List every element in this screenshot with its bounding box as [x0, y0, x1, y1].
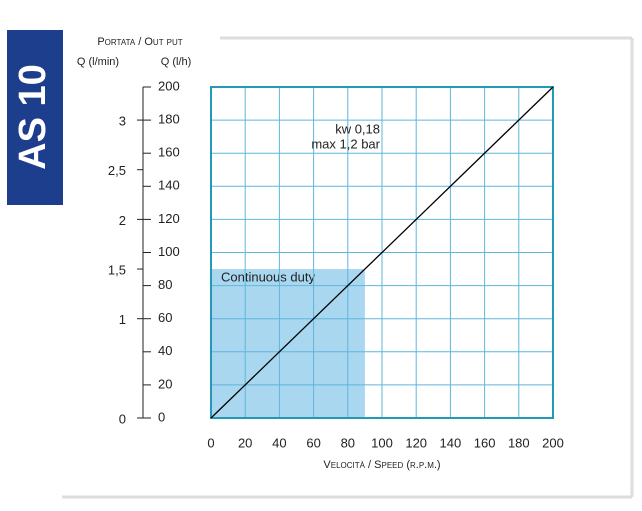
y-tick-label: 0 [158, 409, 165, 424]
x-tick-label: 40 [272, 435, 286, 450]
x-tick-label: 180 [508, 435, 530, 450]
badge-box [7, 30, 63, 205]
badge: AS 10 [12, 64, 54, 170]
line [210, 86, 554, 419]
y-tick-label: 60 [158, 310, 172, 325]
y2-tick-label: 1 [119, 312, 126, 327]
x-tick-label: 80 [341, 435, 355, 450]
y2-tick-label: 2,5 [108, 163, 126, 178]
y-tick-label: 140 [158, 178, 180, 193]
y-tick-label: 40 [158, 343, 172, 358]
y-axis-label: Q (l/h) [161, 56, 192, 68]
x-tick-label: 20 [238, 435, 252, 450]
annotation: kw 0,18 [335, 121, 380, 136]
x-tick-label: 200 [542, 435, 564, 450]
y-tick-label: 160 [158, 145, 180, 160]
y2-axis-label: Q (l/min) [77, 56, 119, 68]
y2-tick-label: 3 [119, 114, 126, 129]
x-tick-label: 0 [207, 435, 214, 450]
x-tick-label: 140 [440, 435, 462, 450]
x-axis-label: Velocità / Speed (r.p.m.) [323, 459, 440, 471]
y2-tick-label: 1,5 [108, 262, 126, 277]
plot-border [210, 86, 554, 419]
y2-tick-label: 0 [119, 411, 126, 426]
x-tick-label: 160 [474, 435, 496, 450]
y-tick-label: 20 [158, 376, 172, 391]
x-tick-label: 100 [371, 435, 393, 450]
x-tick-label: 60 [306, 435, 320, 450]
y-tick-label: 200 [158, 78, 180, 93]
x-tick-label: 120 [405, 435, 427, 450]
y-tick-label: 120 [158, 211, 180, 226]
y-tick-label: 100 [158, 244, 180, 259]
y-tick-label: 80 [158, 277, 172, 292]
region-label: Continuous duty [221, 269, 315, 284]
y-tick-label: 180 [158, 112, 180, 127]
annotation: max 1,2 bar [311, 136, 380, 151]
y-axis-title: Portata / Out put [97, 36, 182, 48]
y2-tick-label: 2 [119, 213, 126, 228]
